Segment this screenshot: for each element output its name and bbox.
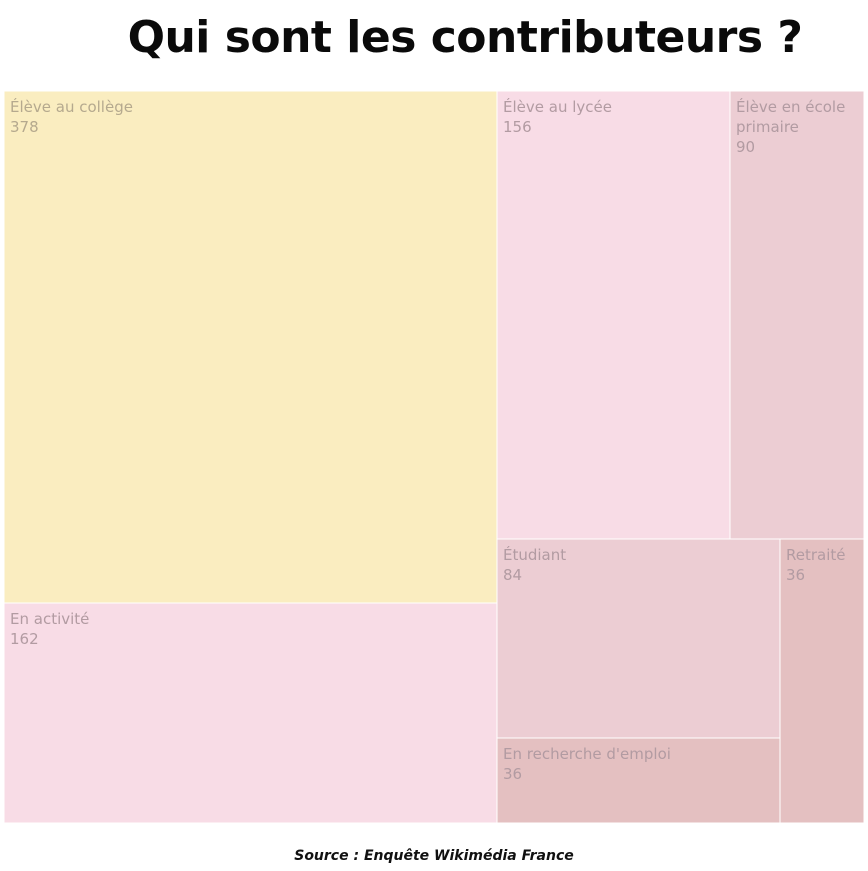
tile-value-eleve-au-lycee: 156: [503, 118, 532, 136]
tile-label-retraite: Retraité: [786, 546, 846, 564]
tile-eleve-au-college: [3, 90, 498, 604]
tile-retraite: [779, 538, 865, 824]
tile-label-eleve-en-ecole-primaire-line-1: Élève en école: [736, 97, 845, 116]
tile-eleve-en-ecole-primaire: [729, 90, 865, 540]
tile-value-en-recherche-d-emploi: 36: [503, 765, 522, 783]
tile-value-eleve-en-ecole-primaire: 90: [736, 138, 755, 156]
tile-en-activite: [3, 602, 498, 824]
tile-label-etudiant: Étudiant: [503, 545, 566, 564]
tile-label-en-activite: En activité: [10, 610, 89, 628]
chart-title: Qui sont les contributeurs ?: [127, 12, 803, 63]
tile-label-en-recherche-d-emploi: En recherche d'emploi: [503, 745, 671, 763]
tile-en-recherche-d-emploi: [496, 737, 781, 824]
tile-label-eleve-au-college: Élève au collège: [10, 97, 133, 116]
tile-label-eleve-en-ecole-primaire-line-2: primaire: [736, 118, 799, 136]
tile-etudiant: [496, 538, 781, 739]
tile-value-retraite: 36: [786, 566, 805, 584]
tile-eleve-au-lycee: [496, 90, 731, 540]
source-note: Source : Enquête Wikimédia France: [294, 848, 574, 864]
tile-value-en-activite: 162: [10, 630, 39, 648]
tile-value-etudiant: 84: [503, 566, 522, 584]
tile-label-eleve-au-lycee: Élève au lycée: [503, 97, 612, 116]
tile-value-eleve-au-college: 378: [10, 118, 39, 136]
